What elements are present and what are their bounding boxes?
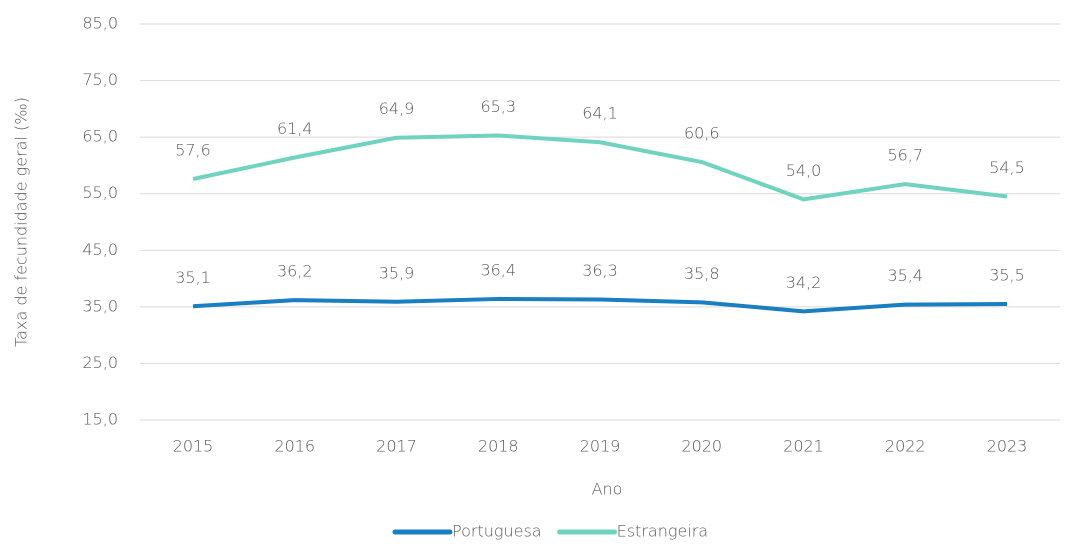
- y-axis-title: Taxa de fecundidade geral (‰): [12, 97, 31, 347]
- data-label: 61,4: [277, 119, 313, 138]
- y-tick-label: 45,0: [82, 240, 118, 259]
- legend-label: Portuguesa: [452, 522, 542, 541]
- y-tick-label: 35,0: [82, 296, 118, 315]
- data-label: 36,3: [582, 261, 618, 280]
- data-label: 57,6: [175, 141, 211, 160]
- y-tick-label: 75,0: [82, 70, 118, 89]
- data-label: 64,1: [582, 104, 618, 123]
- x-tick-label: 2018: [478, 437, 519, 456]
- y-tick-label: 85,0: [82, 14, 118, 33]
- y-tick-label: 15,0: [82, 410, 118, 429]
- y-tick-label: 65,0: [82, 127, 118, 146]
- data-label: 65,3: [480, 97, 516, 116]
- y-tick-label: 25,0: [82, 353, 118, 372]
- x-tick-label: 2017: [376, 437, 417, 456]
- data-label: 54,5: [989, 158, 1025, 177]
- series-line: [192, 133, 1008, 202]
- x-tick-label: 2016: [274, 437, 315, 456]
- x-tick-label: 2023: [987, 437, 1028, 456]
- data-label: 35,8: [684, 264, 720, 283]
- data-label: 35,5: [989, 266, 1025, 285]
- y-tick-label: 55,0: [82, 183, 118, 202]
- data-label: 60,6: [684, 124, 720, 143]
- x-tick-label: 2020: [681, 437, 722, 456]
- data-label: 35,9: [379, 263, 415, 282]
- x-tick-label: 2022: [885, 437, 926, 456]
- x-axis-title: Ano: [592, 480, 623, 499]
- data-label: 36,4: [480, 260, 516, 279]
- x-tick-label: 2019: [580, 437, 621, 456]
- x-tick-label: 2021: [783, 437, 824, 456]
- series-line: [192, 296, 1008, 314]
- data-label: 64,9: [379, 99, 415, 118]
- data-label: 54,0: [786, 161, 822, 180]
- data-label: 35,1: [175, 268, 211, 287]
- legend-label: Estrangeira: [617, 522, 709, 541]
- data-label: 35,4: [887, 266, 923, 285]
- data-label: 36,2: [277, 262, 313, 281]
- data-label: 34,2: [786, 273, 822, 292]
- x-tick-label: 2015: [173, 437, 214, 456]
- data-label: 56,7: [887, 146, 923, 165]
